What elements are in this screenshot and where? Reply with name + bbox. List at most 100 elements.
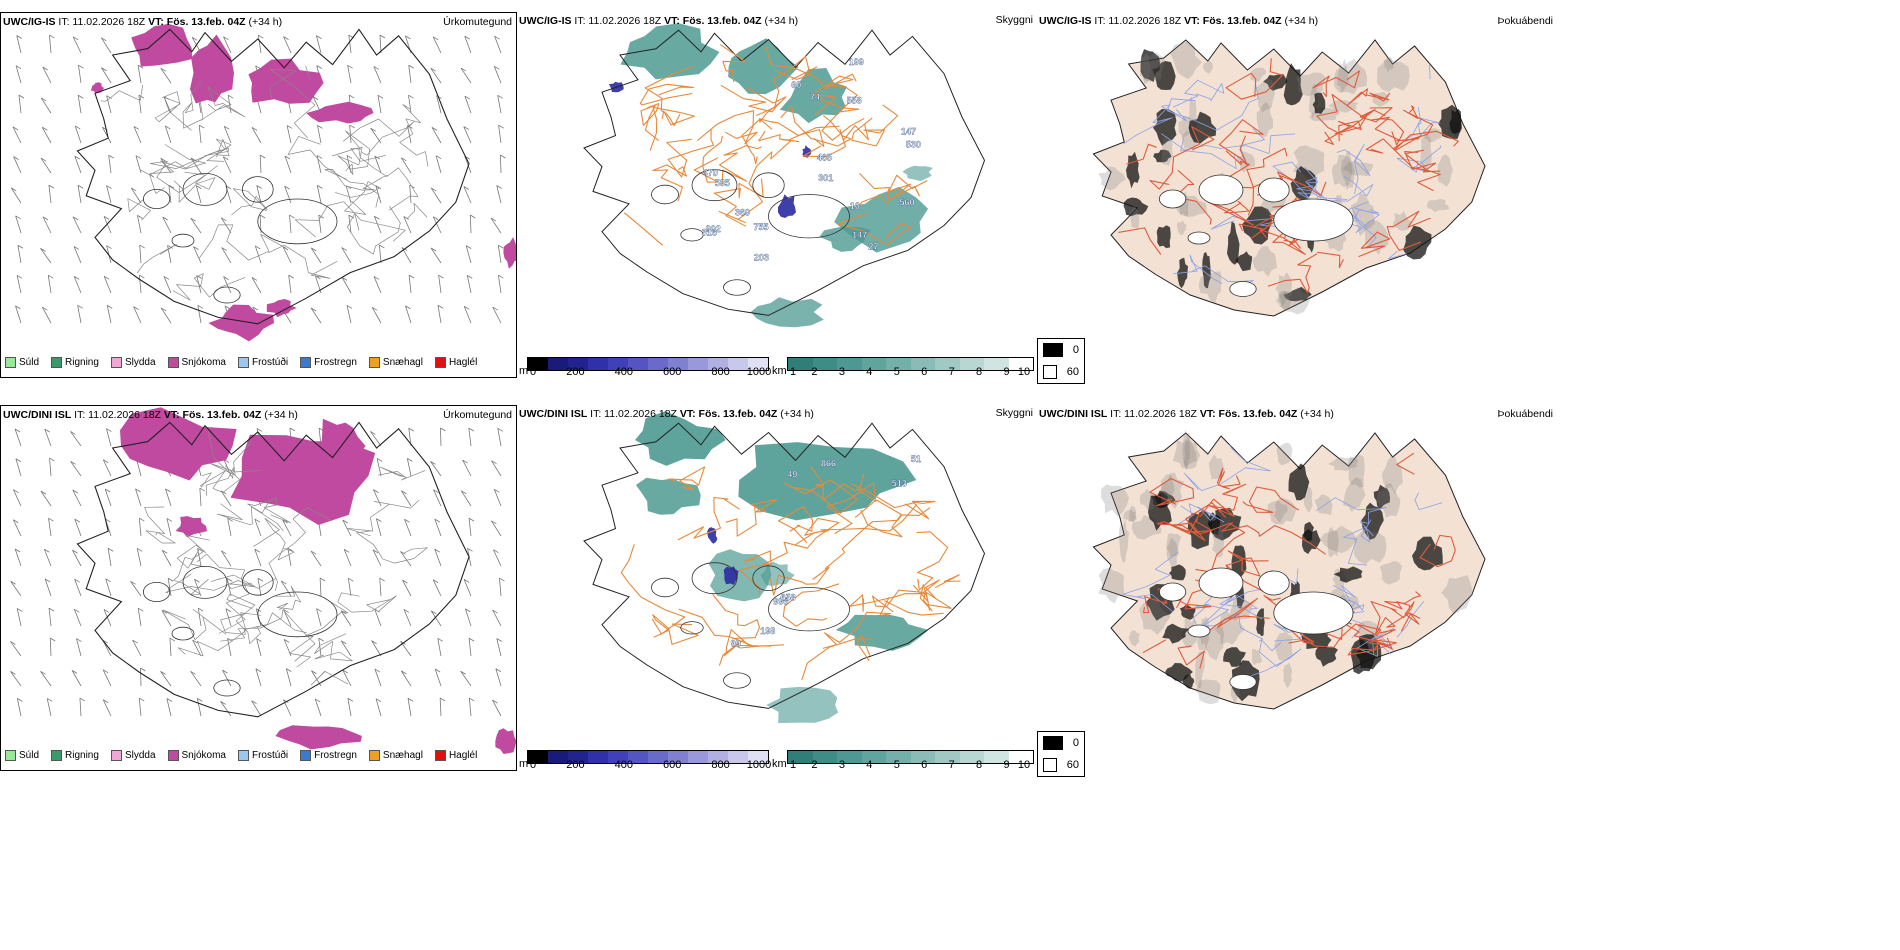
fog-legend-row: 60 [1038, 754, 1084, 776]
cloudbase-value-label: 99 [731, 638, 741, 648]
colorbar-segment [708, 358, 728, 370]
panel-header: UWC/IG-IS IT: 11.02.2026 18Z VT: Fös. 13… [1039, 15, 1319, 27]
legend-label: Frostregn [314, 357, 357, 368]
colorbar-segment [984, 751, 1009, 763]
colorbar-segment [728, 751, 748, 763]
colorbar-tick-label: 1000 [746, 366, 772, 378]
colorbar-segment [588, 751, 608, 763]
legend-label: Rigning [65, 750, 99, 761]
colorbar-tick-label: 600 [663, 366, 682, 378]
panel-title: Þokuábendi [1497, 408, 1553, 420]
colorbar-tick-label: 8 [976, 366, 983, 378]
fog-map [1092, 429, 1486, 710]
colorbar-tick-label: 200 [566, 759, 585, 771]
legend-label: Súld [19, 357, 40, 368]
legend-swatch [300, 357, 312, 368]
colorbar-segment [1008, 751, 1033, 763]
colorbar-segment [886, 358, 911, 370]
cloudbase-value-label: 147 [852, 230, 867, 240]
panel-header: UWC/IG-IS IT: 11.02.2026 18Z VT: Fös. 13… [3, 16, 283, 28]
legend-swatch [5, 750, 16, 761]
fog-legend-label: 0 [1072, 344, 1079, 356]
colorbar-segment [648, 751, 668, 763]
cloudbase-value-label: 199 [849, 57, 864, 67]
colorbar-segment [837, 751, 862, 763]
colorbar-segment [728, 358, 748, 370]
legend-label: Frostúði [251, 750, 289, 761]
visibility-tick-labels: 1 2 3 4 5 6 7 8 9 10 [787, 366, 1034, 380]
fog-legend-row: 0 [1038, 732, 1084, 754]
colorbar-segment [886, 751, 911, 763]
precip-map [10, 23, 516, 342]
colorbar-tick-label: 1 [789, 759, 797, 771]
panel-header: UWC/DINI ISL IT: 11.02.2026 18Z VT: Fös.… [519, 408, 814, 420]
legend-swatch [368, 750, 380, 761]
panel-title: Skyggni [995, 407, 1033, 419]
cloudbase-value-label: 558 [847, 96, 862, 106]
panel-header: UWC/IG-IS IT: 11.02.2026 18Z VT: Fös. 13… [519, 15, 799, 27]
colorbar-segment [668, 751, 688, 763]
panel-title: Skyggni [995, 14, 1033, 26]
colorbar-segment [568, 358, 588, 370]
visibility-unit: km [772, 365, 787, 377]
legend-label: Slydda [124, 357, 156, 368]
colorbar-segment [935, 751, 960, 763]
fog-legend-label: 60 [1066, 366, 1079, 378]
legend-swatch [237, 750, 249, 761]
fog-legend-row: 60 [1038, 361, 1084, 383]
cloudbase-panel-bottom: 996 658 866 99 49 198 51 513 UWC/DINI ISL IT: 1… [517, 405, 1037, 771]
colorbar-tick-label: 800 [711, 759, 730, 771]
colorbar-segment [688, 358, 708, 370]
cloudbase-value-label: 316 [702, 227, 717, 237]
colorbar-tick-label: 8 [976, 759, 983, 771]
colorbar-segment [910, 358, 935, 370]
cloudbase-colorbar [527, 357, 769, 371]
legend-label: Snæhagl [382, 750, 423, 761]
legend-item: Súld [5, 750, 39, 761]
legend-swatch [51, 357, 63, 368]
cloudbase-value-label: 465 [817, 153, 832, 163]
colorbar-segment [648, 358, 668, 370]
cloudbase-tick-labels: 0 200 400 600 800 1000 [527, 366, 772, 380]
colorbar-segment [628, 751, 648, 763]
legend-item: Snjókoma [167, 357, 226, 368]
colorbar-segment [668, 358, 688, 370]
legend-swatch [434, 750, 446, 761]
cloudbase-value-label: 470 [703, 168, 718, 178]
legend-label: Rigning [65, 357, 99, 368]
colorbar-tick-label: 2 [811, 366, 818, 378]
cloudbase-tick-labels: 0 200 400 600 800 1000 [527, 759, 771, 773]
fog-index-legend: 0 60 [1037, 338, 1085, 384]
panel-header: UWC/DINI ISL IT: 11.02.2026 18Z VT: Fös.… [1039, 408, 1334, 420]
cloudbase-value-label: 560 [900, 198, 915, 208]
colorbar-segment [568, 751, 588, 763]
colorbar-tick-label: 5 [893, 759, 900, 771]
colorbar-segment [528, 358, 548, 370]
fog-panel-top: UWC/IG-IS IT: 11.02.2026 18Z VT: Fös. 13… [1037, 12, 1557, 378]
legend-item: Haglél [434, 357, 477, 368]
precip-map [10, 407, 516, 754]
colorbar-tick-label: 2 [811, 759, 818, 771]
colorbar-segment [748, 751, 768, 763]
colorbar-segment [608, 358, 628, 370]
colorbar-tick-label: 9 [1003, 366, 1010, 378]
colorbar-segment [910, 751, 935, 763]
colorbar-segment [959, 751, 984, 763]
legend-swatch [167, 357, 179, 368]
colorbar-tick-label: 4 [866, 366, 873, 378]
cloudbase-unit: m [519, 758, 529, 770]
cloudbase-value-label: 147 [901, 126, 916, 136]
colorbar-segment [984, 358, 1009, 370]
legend-item: Rigning [51, 357, 99, 368]
colorbar-tick-label: 4 [866, 759, 873, 771]
cloudbase-value-label: 16 [850, 201, 860, 211]
panel-title: Úrkomutegund [443, 16, 512, 28]
legend-item: Slydda [110, 750, 156, 761]
cloudbase-value-label: 74 [810, 92, 820, 102]
legend-item: Frostúði [237, 357, 288, 368]
legend-label: Snæhagl [382, 357, 423, 368]
fog-legend-swatch [1043, 758, 1057, 772]
cloudbase-value-label: 360 [735, 208, 750, 218]
